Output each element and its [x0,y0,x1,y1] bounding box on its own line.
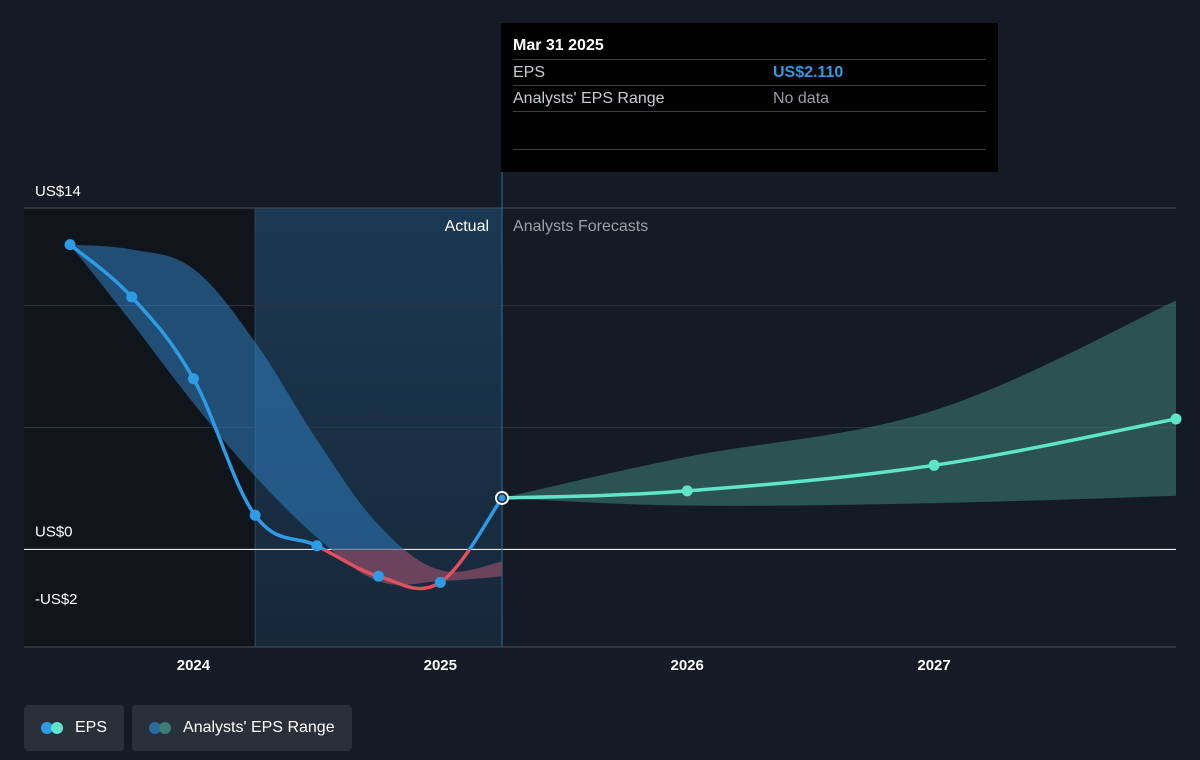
x-tick-label: 2026 [671,657,704,674]
actual-eps-point [126,291,138,303]
eps-highlight-point-core [498,494,506,502]
eps-point-layer [64,239,1182,588]
legend-eps-label: EPS [75,719,108,736]
tooltip-date: Mar 31 2025 [513,37,604,54]
tooltip-divider [513,111,986,150]
eps-forecast-line [501,417,1177,500]
x-tick-label: 2024 [177,657,211,674]
eps-dots-icon [41,722,65,734]
tooltip-row-eps: EPS US$2.110 [513,59,986,85]
actual-eps-point [373,570,385,582]
forecast-eps-point [1170,413,1182,425]
actual-eps-point [311,540,323,552]
tooltip-eps-label: EPS [513,63,546,81]
eps-actual-line [68,243,504,550]
forecast-eps-point [928,459,940,471]
y-tick-label: US$0 [35,523,73,540]
actual-eps-point [249,509,261,521]
tooltip-range-label: Analysts' EPS Range [513,89,665,107]
y-tick-label: -US$2 [35,591,78,608]
actual-zone-label: Actual [445,218,489,235]
tooltip-row-range: Analysts' EPS Range No data [513,85,986,111]
actual-eps-range-band [70,244,503,585]
axis-label-layer: US$14 US$0 -US$2 2024 2025 2026 2027 Actual Anal… [35,183,951,674]
chart-legend: EPS Analysts' EPS Range [24,705,352,751]
hover-tooltip: Mar 31 2025 EPS US$2.110 Analysts' EPS R… [501,23,998,172]
actual-eps-point [64,239,76,251]
actual-eps-point [187,373,199,385]
x-tick-label: 2027 [917,657,950,674]
actual-eps-point [434,576,446,588]
legend-range-label: Analysts' EPS Range [183,719,335,736]
tooltip-eps-value: US$2.110 [773,63,844,81]
x-tick-label: 2025 [424,657,457,674]
forecast-zone-label: Analysts Forecasts [513,218,648,235]
legend-item-eps-range[interactable]: Analysts' EPS Range [132,705,352,751]
forecast-eps-range-band [502,300,1176,506]
legend-item-eps[interactable]: EPS [24,705,125,751]
range-dots-icon [149,722,173,734]
tooltip-range-value: No data [773,89,830,107]
forecast-eps-point [681,485,693,497]
eps-chart: US$14 US$0 -US$2 2024 2025 2026 2027 Actual Anal… [24,172,1182,674]
y-tick-label: US$14 [35,183,81,200]
